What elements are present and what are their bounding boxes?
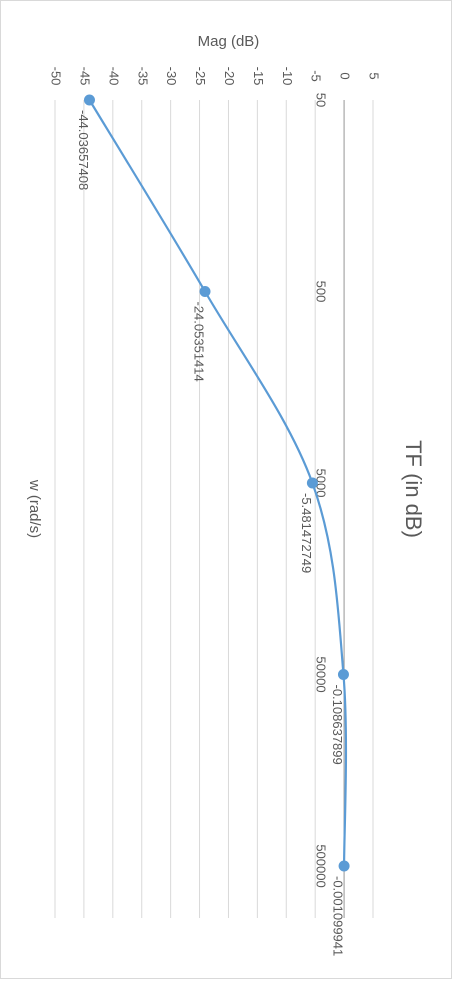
- mag-tick-label: 5: [367, 72, 382, 79]
- mag-tick-label: -50: [49, 67, 64, 86]
- mag-tick-label: 0: [338, 72, 353, 79]
- y-axis-title: Mag (dB): [198, 33, 260, 50]
- mag-tick-label: -35: [135, 67, 150, 86]
- labels-layer: -44.03657408 -24.05351414 -5.481472749 -0.1…: [76, 110, 346, 956]
- mag-tick-label: -15: [251, 67, 266, 86]
- mag-tick-label: -5: [309, 70, 324, 82]
- data-label: -0.108637899: [330, 685, 345, 765]
- freq-tick-label: 500: [314, 281, 329, 303]
- data-point: [199, 286, 211, 297]
- mag-tick-label: -40: [106, 67, 121, 86]
- data-point: [306, 477, 318, 489]
- grid: [54, 100, 374, 918]
- freq-tick-label: 50: [314, 93, 329, 107]
- axes: 50-5-10-15-20-25-30-35-40-45-50505005000…: [26, 33, 426, 888]
- x-axis-title: w (rad/s): [26, 479, 43, 538]
- freq-tick-label: 500000: [314, 844, 329, 887]
- mag-tick-label: -30: [164, 67, 179, 86]
- mag-tick-label: -45: [77, 67, 92, 86]
- data-label: -24.05351414: [192, 302, 207, 382]
- mag-tick-label: -25: [193, 67, 208, 86]
- data-label: -5.481472749: [299, 493, 314, 573]
- data-point: [83, 94, 95, 106]
- chart-title: TF (in dB): [401, 440, 426, 538]
- series-layer: [83, 94, 350, 872]
- data-point: [338, 860, 350, 872]
- data-label: -44.03657408: [76, 110, 91, 190]
- mag-tick-label: -10: [280, 67, 295, 86]
- mag-tick-label: -20: [222, 67, 237, 86]
- freq-tick-label: 50000: [314, 656, 329, 692]
- freq-tick-label: 5000: [314, 469, 329, 498]
- data-label: -0.001099941: [331, 876, 346, 956]
- data-point: [337, 669, 349, 680]
